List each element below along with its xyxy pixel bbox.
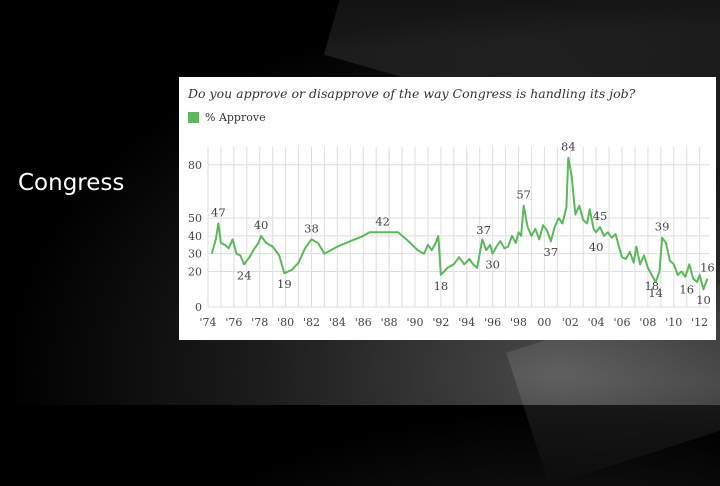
- data-label: 37: [544, 245, 559, 259]
- y-tick-label: 50: [188, 212, 202, 225]
- data-label: 19: [277, 277, 292, 291]
- x-tick-label: '10: [665, 316, 682, 329]
- data-label: 10: [696, 293, 711, 307]
- x-tick-label: '96: [484, 316, 501, 329]
- data-label: 16: [700, 261, 715, 275]
- data-label: 37: [476, 223, 491, 237]
- x-tick-label: '92: [432, 316, 449, 329]
- approve-series-line: [212, 158, 708, 290]
- y-tick-label: 0: [195, 301, 202, 314]
- x-tick-label: '86: [355, 316, 372, 329]
- x-tick-label: '06: [614, 316, 631, 329]
- data-label: 18: [434, 279, 449, 293]
- data-label: 30: [485, 258, 500, 272]
- approval-line-chart: 0 20 30 40 50 80 '74 '76 '78 '80 '82 '84 '86 '88 '90 '9…: [179, 77, 716, 340]
- data-label: 39: [655, 220, 670, 234]
- x-tick-label: '78: [251, 316, 268, 329]
- x-tick-label: '94: [458, 316, 475, 329]
- data-label: 16: [679, 283, 694, 297]
- data-label: 38: [304, 221, 319, 235]
- y-tick-label: 40: [188, 230, 202, 243]
- data-label: 40: [589, 240, 604, 254]
- chart-panel: Do you approve or disapprove of the way …: [179, 77, 716, 340]
- x-tick-label: '82: [303, 316, 320, 329]
- y-tick-label: 80: [188, 159, 202, 172]
- x-tick-label: '84: [329, 316, 346, 329]
- x-tick-label: 00: [537, 316, 551, 329]
- data-label: 42: [375, 214, 390, 228]
- data-label: 84: [561, 140, 576, 154]
- x-tick-label: '76: [225, 316, 242, 329]
- x-tick-label: '02: [562, 316, 579, 329]
- x-tick-label: '74: [199, 316, 216, 329]
- slide-title: Congress: [18, 170, 124, 196]
- x-tick-label: '90: [406, 316, 423, 329]
- x-tick-label: '04: [588, 316, 605, 329]
- x-tick-label: '88: [381, 316, 398, 329]
- x-tick-label: '80: [277, 316, 294, 329]
- data-label: 47: [211, 205, 226, 219]
- data-label: 24: [237, 268, 252, 282]
- data-label: 40: [254, 218, 269, 232]
- y-tick-label: 30: [188, 248, 202, 261]
- data-label: 45: [593, 209, 608, 223]
- data-label: 57: [516, 188, 531, 202]
- x-tick-label: '98: [510, 316, 527, 329]
- y-tick-label: 20: [188, 265, 202, 278]
- x-tick-label: '12: [691, 316, 708, 329]
- data-label: 14: [648, 286, 663, 300]
- x-tick-label: '08: [639, 316, 656, 329]
